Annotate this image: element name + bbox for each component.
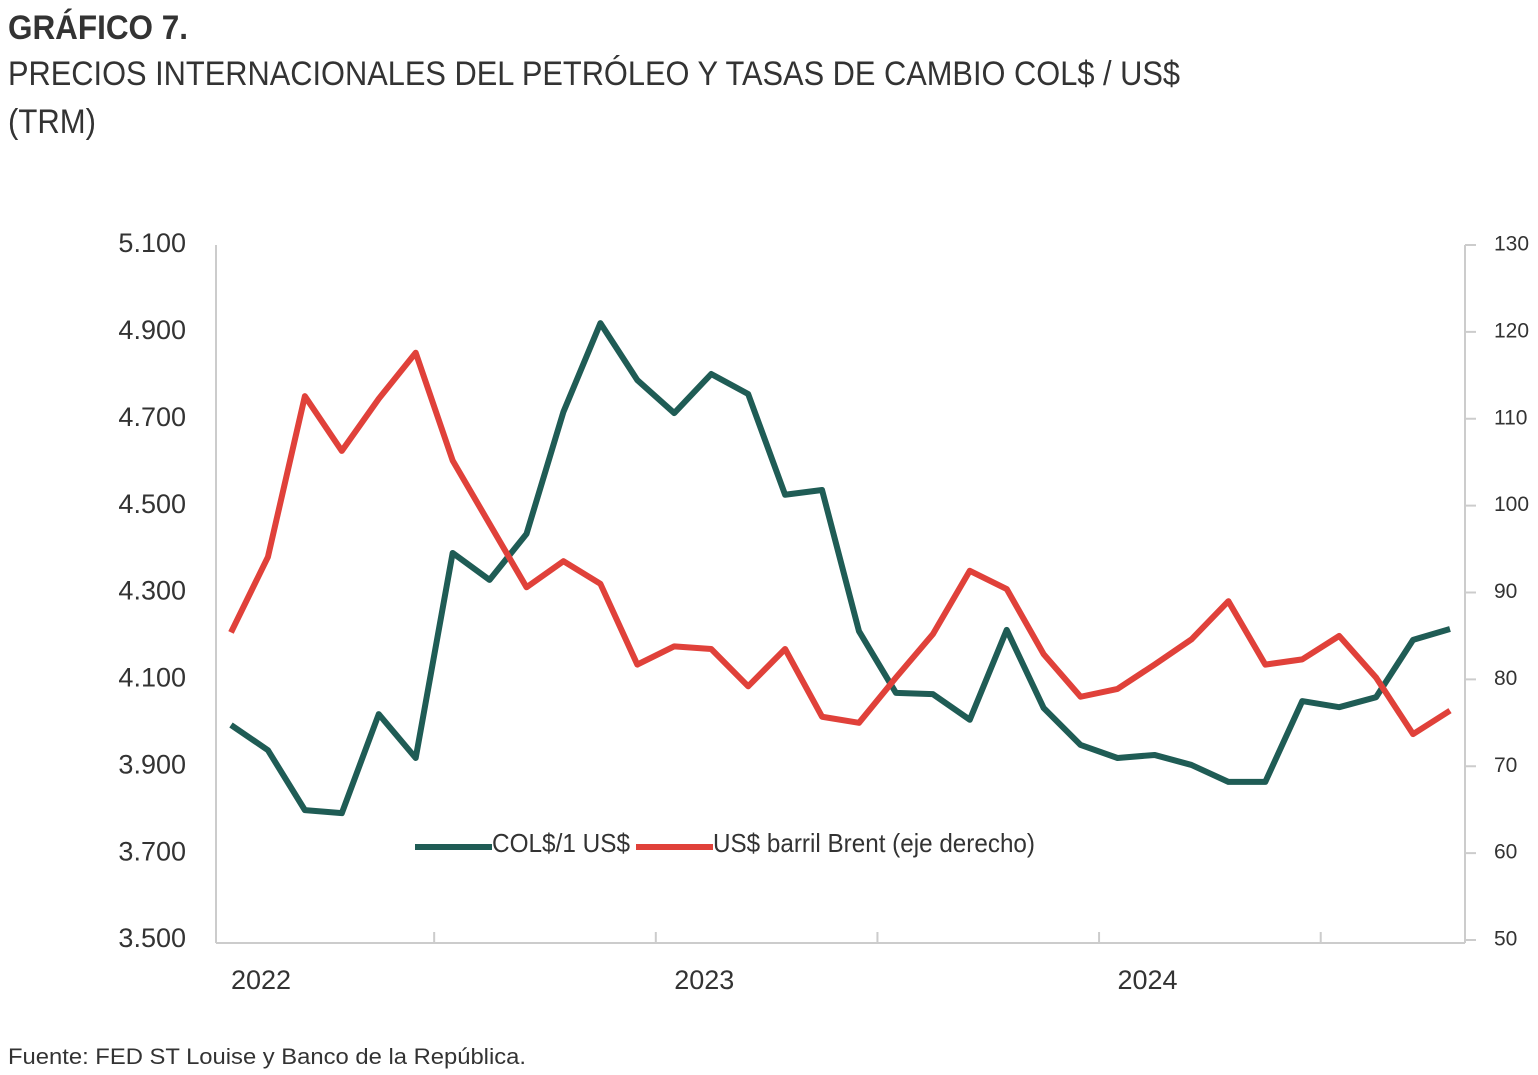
series-line (228, 349, 1452, 738)
y2-tick-label: 130 (1494, 233, 1529, 256)
x-tick-label: 2023 (674, 965, 734, 995)
legend-label: US$ barril Brent (eje derecho) (713, 828, 1035, 858)
y2-tick-label: 120 (1494, 319, 1529, 342)
y-tick-label: 3.700 (118, 836, 186, 866)
y2-tick-label: 70 (1494, 754, 1517, 777)
y-tick-label: 4.300 (118, 576, 186, 606)
y-tick-label: 4.500 (118, 489, 186, 519)
chart-title: GRÁFICO 7. (8, 9, 188, 47)
x-tick-label: 2024 (1118, 965, 1178, 995)
y-tick-label: 3.900 (118, 749, 186, 779)
y2-tick-label: 80 (1494, 667, 1517, 690)
y-tick-label: 4.100 (118, 663, 186, 693)
y2-tick-label: 60 (1494, 841, 1517, 864)
legend-label: COL$/1 US$ (492, 828, 631, 858)
y2-tick-label: 100 (1494, 493, 1529, 516)
y-tick-label: 3.500 (118, 923, 186, 953)
y-tick-label: 5.100 (118, 228, 186, 258)
y2-tick-label: 110 (1494, 406, 1527, 429)
chart-subtitle: (TRM) (8, 103, 96, 141)
y-tick-label: 4.700 (118, 402, 186, 432)
chart-subtitle: PRECIOS INTERNACIONALES DEL PETRÓLEO Y T… (8, 55, 1180, 93)
series-line (229, 320, 1451, 817)
y-tick-label: 4.900 (118, 315, 186, 345)
y2-tick-label: 50 (1494, 928, 1517, 951)
x-tick-label: 2022 (231, 965, 291, 995)
y2-tick-label: 90 (1494, 580, 1517, 603)
source-note: Fuente: FED ST Louise y Banco de la Repú… (8, 1044, 526, 1069)
